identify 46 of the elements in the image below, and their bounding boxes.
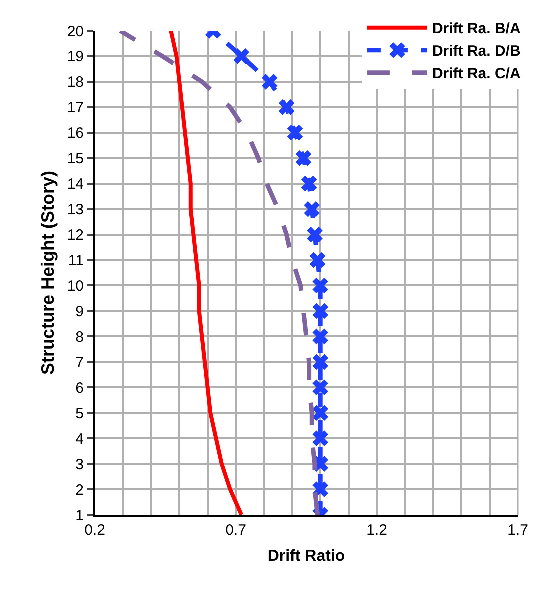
y-tick-label: 4 — [76, 430, 84, 448]
point — [262, 74, 278, 90]
y-tick-label: 9 — [76, 303, 84, 320]
point — [312, 430, 329, 446]
point — [312, 328, 329, 345]
y-tick-label: 2 — [76, 482, 84, 499]
legend-label: Drift Ra. C/A — [432, 66, 521, 83]
point — [310, 252, 326, 268]
point — [296, 150, 312, 166]
y-tick-label: 12 — [67, 227, 84, 244]
point — [278, 100, 295, 116]
y-tick-label: 18 — [67, 74, 84, 92]
y-tick-label: 13 — [67, 202, 84, 219]
point — [312, 354, 329, 370]
y-axis-title: Structure Height (Story) — [38, 170, 58, 376]
point — [312, 278, 329, 294]
y-tick-label: 19 — [67, 48, 84, 66]
y-tick-label: 17 — [67, 100, 84, 117]
point — [234, 48, 250, 64]
legend-label: Drift Ra. D/B — [432, 43, 521, 60]
y-tick-label: 16 — [67, 125, 84, 142]
y-tick-label: 10 — [67, 278, 84, 295]
y-tick-label: 3 — [76, 456, 84, 474]
x-tick-label: 1.7 — [508, 522, 528, 539]
y-tick-label: 5 — [76, 405, 84, 422]
x-tick-label: 1.2 — [366, 522, 388, 539]
point — [312, 380, 329, 396]
line-series — [169, 31, 244, 515]
y-tick-label: 7 — [76, 354, 84, 372]
legend-label: Drift Ra. B/A — [432, 20, 521, 38]
x-axis-title: Drift Ratio — [268, 548, 346, 566]
point — [304, 201, 320, 218]
y-tick-label: 15 — [67, 150, 84, 168]
x-tick-label: 0.7 — [226, 522, 246, 539]
point — [301, 176, 318, 192]
point — [307, 226, 323, 243]
y-tick-label: 20 — [67, 23, 84, 40]
point — [287, 124, 304, 141]
y-tick-label: 8 — [76, 328, 84, 346]
y-tick-label: 6 — [76, 380, 84, 397]
y-tick-label: 1 — [76, 507, 84, 524]
point — [312, 303, 329, 320]
x-tick-label: 0.2 — [84, 522, 106, 539]
point — [312, 405, 329, 422]
y-tick-label: 14 — [67, 176, 84, 194]
y-tick-label: 11 — [68, 252, 84, 270]
